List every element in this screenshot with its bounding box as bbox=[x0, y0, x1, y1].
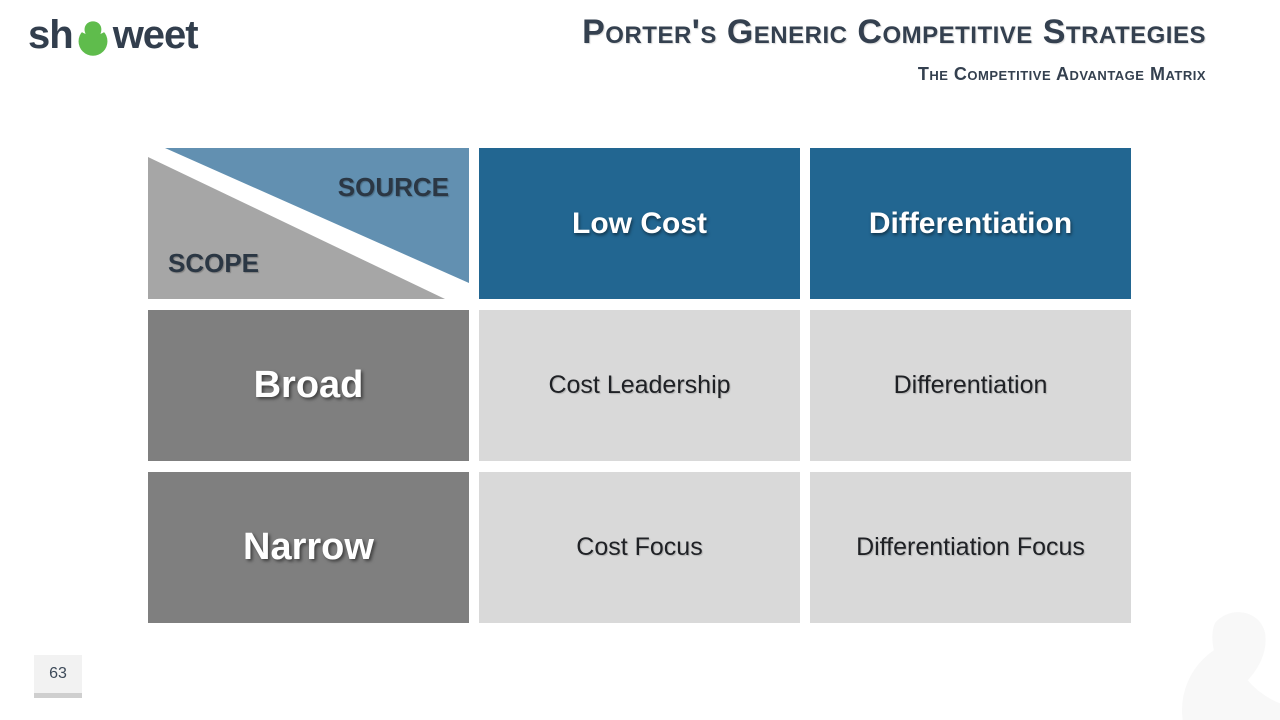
logo-text-prefix: sh bbox=[28, 12, 74, 57]
column-header-low-cost: Low Cost bbox=[479, 148, 800, 299]
page-number: 63 bbox=[49, 665, 67, 682]
showeet-watermark-icon bbox=[1182, 575, 1280, 720]
matrix-cell-narrow-low-cost: Cost Focus bbox=[479, 472, 800, 623]
row-header-narrow: Narrow bbox=[148, 472, 469, 623]
slide-subtitle: The Competitive Advantage Matrix bbox=[917, 64, 1206, 85]
corner-diagonal-split bbox=[148, 148, 469, 299]
slide-title: Porter's Generic Competitive Strategies bbox=[582, 13, 1206, 51]
matrix-corner-cell: SOURCE SCOPE bbox=[148, 148, 469, 299]
title-block: Porter's Generic Competitive Strategies … bbox=[582, 13, 1206, 85]
matrix-cell-narrow-differentiation: Differentiation Focus bbox=[810, 472, 1131, 623]
column-header-differentiation: Differentiation bbox=[810, 148, 1131, 299]
showeet-leaf-icon bbox=[76, 18, 110, 56]
corner-source-label: SOURCE bbox=[337, 172, 449, 202]
row-header-broad: Broad bbox=[148, 310, 469, 461]
corner-scope-label: SCOPE bbox=[168, 248, 260, 278]
matrix-cell-broad-low-cost: Cost Leadership bbox=[479, 310, 800, 461]
matrix-cell-broad-differentiation: Differentiation bbox=[810, 310, 1131, 461]
page-number-badge: 63 bbox=[34, 655, 82, 698]
logo: sh weet bbox=[28, 12, 199, 58]
logo-text-suffix: weet bbox=[112, 12, 199, 57]
competitive-advantage-matrix: SOURCE SCOPE Low Cost Differentiation Br… bbox=[148, 148, 1131, 623]
